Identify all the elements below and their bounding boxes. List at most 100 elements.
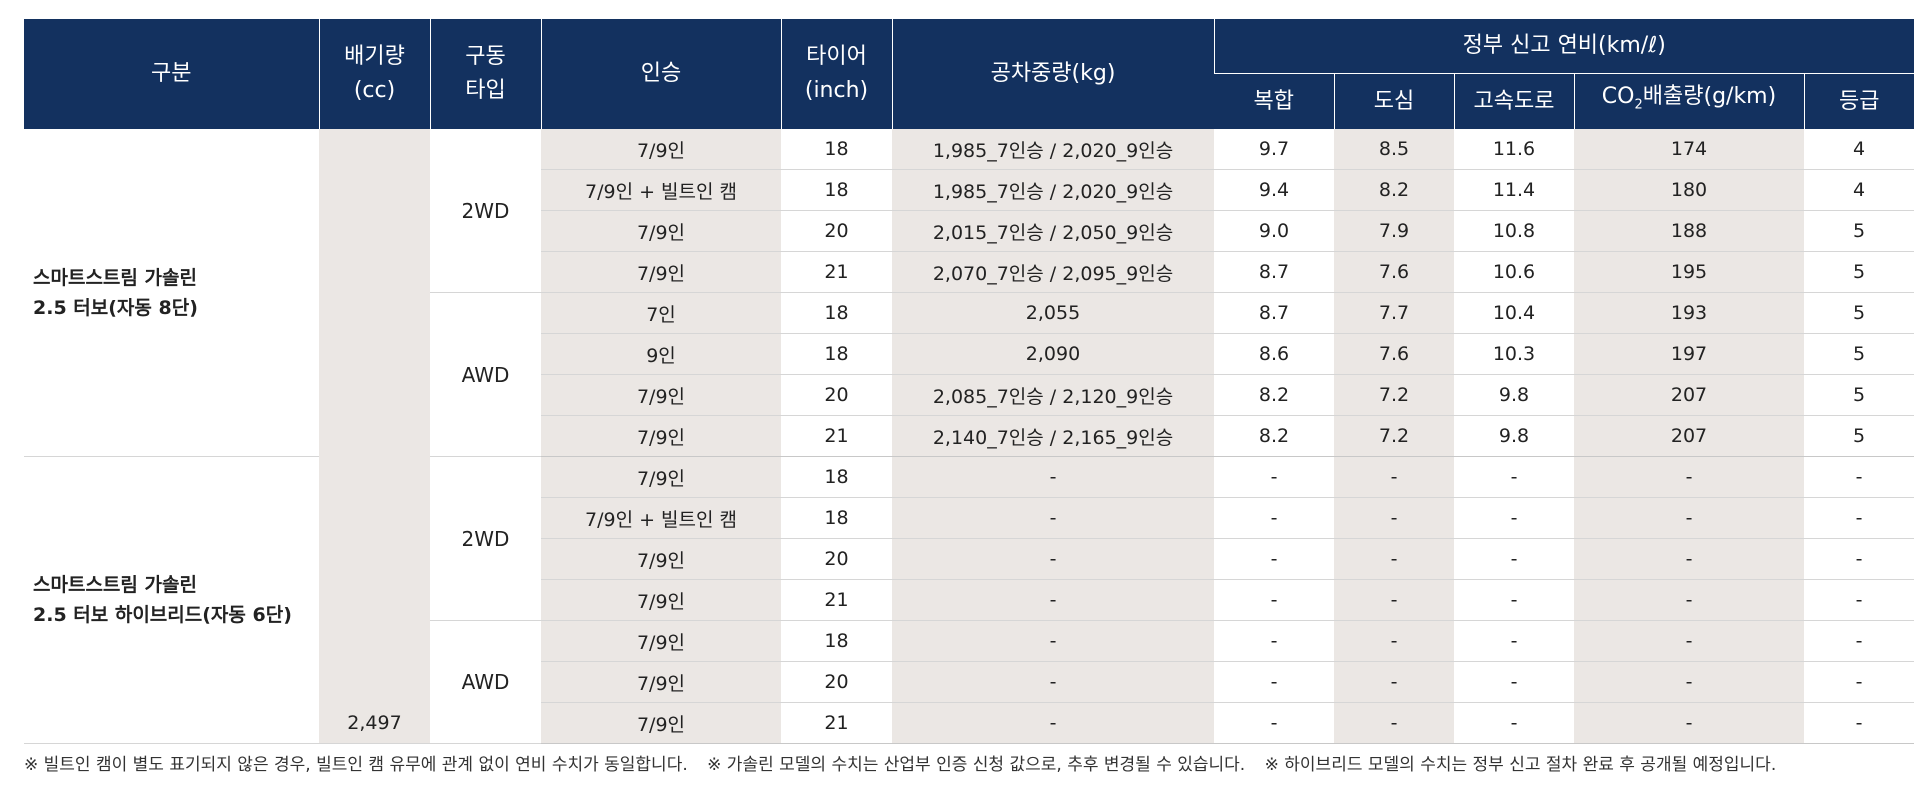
seating-cell: 7/9인 — [541, 129, 781, 170]
footnote-3: ※ 하이브리드 모델의 수치는 정부 신고 절차 완료 후 공개될 예정입니다. — [1264, 755, 1777, 775]
table-row: 9인 18 2,090 8.6 7.6 10.3 197 5 — [24, 333, 1915, 375]
grade-cell: - — [1804, 702, 1915, 744]
highway-cell: 10.6 — [1454, 251, 1574, 293]
curb-weight-cell: 2,015_7인승 / 2,050_9인승 — [892, 210, 1214, 252]
combined-cell: - — [1214, 620, 1334, 662]
table-row: 7/9인 20 2,015_7인승 / 2,050_9인승 9.0 7.9 10.8 188… — [24, 210, 1915, 252]
grade-cell: 5 — [1804, 333, 1915, 375]
footnote-1: ※ 빌트인 캠이 별도 표기되지 않은 경우, 빌트인 캠 유무에 관계 없이 … — [24, 755, 688, 775]
drive-type-cell: 2WD — [430, 129, 541, 293]
highway-cell: 10.8 — [1454, 210, 1574, 252]
table-row: 7/9인 21- - - - - - — [24, 702, 1915, 744]
tire-cell: 20 — [781, 538, 892, 580]
seating-cell: 7/9인 — [541, 415, 781, 457]
header-highway: 고속도로 — [1453, 73, 1574, 129]
highway-cell: 10.3 — [1454, 333, 1574, 375]
combined-cell: 8.6 — [1214, 333, 1334, 375]
seating-cell: 9인 — [541, 333, 781, 375]
seating-cell: 7/9인 — [541, 579, 781, 621]
model-name-line2: 2.5 터보 하이브리드(자동 6단) — [33, 604, 292, 626]
drive-type-cell: 2WD — [430, 456, 541, 621]
seating-cell: 7/9인 — [541, 374, 781, 416]
combined-cell: 8.2 — [1214, 374, 1334, 416]
highway-cell: - — [1454, 456, 1574, 498]
city-cell: 8.2 — [1334, 169, 1454, 211]
curb-weight-cell: 2,140_7인승 / 2,165_9인승 — [892, 415, 1214, 457]
city-cell: - — [1334, 456, 1454, 498]
city-cell: 7.6 — [1334, 251, 1454, 293]
curb-weight-cell: - — [892, 702, 1214, 744]
city-cell: 7.9 — [1334, 210, 1454, 252]
co2-cell: 207 — [1574, 374, 1804, 416]
seating-cell: 7/9인 — [541, 702, 781, 744]
city-cell: - — [1334, 538, 1454, 580]
tire-cell: 20 — [781, 374, 892, 416]
curb-weight-cell: 2,090 — [892, 333, 1214, 375]
curb-weight-cell: 2,055 — [892, 292, 1214, 334]
highway-cell: 11.4 — [1454, 169, 1574, 211]
curb-weight-cell: - — [892, 620, 1214, 662]
highway-cell: - — [1454, 702, 1574, 744]
table-row: 7/9인 21- - - - - - — [24, 579, 1915, 621]
table-row: AWD 7인 18 2,055 8.7 7.7 10.4 193 5 — [24, 292, 1915, 457]
header-displacement: 배기량 (cc) — [318, 19, 430, 129]
displacement-cell: 2,497 — [319, 129, 430, 744]
combined-cell: - — [1214, 497, 1334, 539]
combined-cell: - — [1214, 456, 1334, 498]
header-fuel-efficiency-group: 정부 신고 연비(km/ℓ) — [1213, 19, 1915, 74]
grade-cell: - — [1804, 620, 1915, 662]
header-seating: 인승 — [540, 19, 781, 129]
table-row: 7/9인 20- - - - - - — [24, 661, 1915, 703]
grade-cell: 4 — [1804, 169, 1915, 211]
table-row: AWD 7/9인 18- - - - - - — [24, 620, 1915, 744]
co2-cell: - — [1574, 456, 1804, 498]
seating-cell: 7/9인 — [541, 456, 781, 498]
co2-cell: 193 — [1574, 292, 1804, 334]
curb-weight-cell: 1,985_7인승 / 2,020_9인승 — [892, 169, 1214, 211]
co2-cell: - — [1574, 661, 1804, 703]
table-row: 7/9인 20 2,085_7인승 / 2,120_9인승 8.2 7.2 9.8 207 5 — [24, 374, 1915, 416]
footnotes: ※ 빌트인 캠이 별도 표기되지 않은 경우, 빌트인 캠 유무에 관계 없이 … — [24, 750, 1914, 775]
header-co2: CO2배출량(g/km) — [1573, 73, 1804, 129]
curb-weight-cell: 2,070_7인승 / 2,095_9인승 — [892, 251, 1214, 293]
header-grade: 등급 — [1803, 73, 1915, 129]
tire-cell: 18 — [781, 169, 892, 211]
curb-weight-cell: - — [892, 538, 1214, 580]
combined-cell: 8.7 — [1214, 251, 1334, 293]
tire-cell: 21 — [781, 702, 892, 744]
co2-cell: 197 — [1574, 333, 1804, 375]
curb-weight-cell: 2,085_7인승 / 2,120_9인승 — [892, 374, 1214, 416]
highway-cell: - — [1454, 579, 1574, 621]
co2-cell: - — [1574, 702, 1804, 744]
grade-cell: - — [1804, 661, 1915, 703]
tire-cell: 18 — [781, 497, 892, 539]
city-cell: - — [1334, 661, 1454, 703]
highway-cell: - — [1454, 538, 1574, 580]
highway-cell: 9.8 — [1454, 415, 1574, 457]
drive-type-cell: AWD — [430, 620, 541, 744]
model-name-line2: 2.5 터보(자동 8단) — [33, 296, 198, 319]
grade-cell: 5 — [1804, 251, 1915, 293]
city-cell: - — [1334, 620, 1454, 662]
tire-cell: 18 — [781, 620, 892, 662]
highway-cell: - — [1454, 661, 1574, 703]
grade-cell: 4 — [1804, 129, 1915, 170]
seating-cell: 7인 — [541, 292, 781, 334]
header-curb-weight: 공차중량(kg) — [891, 19, 1214, 129]
model-name-line1: 스마트스트림 가솔린 — [33, 574, 197, 596]
grade-cell: 5 — [1804, 415, 1915, 457]
grade-cell: - — [1804, 579, 1915, 621]
combined-cell: - — [1214, 702, 1334, 744]
highway-cell: - — [1454, 620, 1574, 662]
tire-cell: 18 — [781, 333, 892, 375]
grade-cell: - — [1804, 497, 1915, 539]
co2-cell: 188 — [1574, 210, 1804, 252]
table-row: 7/9인 + 빌트인 캠 18 1,985_7인승 / 2,020_9인승 9.4 8.… — [24, 169, 1915, 211]
tire-cell: 18 — [781, 129, 892, 170]
grade-cell: - — [1804, 456, 1915, 498]
curb-weight-cell: - — [892, 661, 1214, 703]
highway-cell: 9.8 — [1454, 374, 1574, 416]
seating-cell: 7/9인 — [541, 538, 781, 580]
drive-type-cell: AWD — [430, 292, 541, 457]
table-row: 7/9인 20- - - - - - — [24, 538, 1915, 580]
